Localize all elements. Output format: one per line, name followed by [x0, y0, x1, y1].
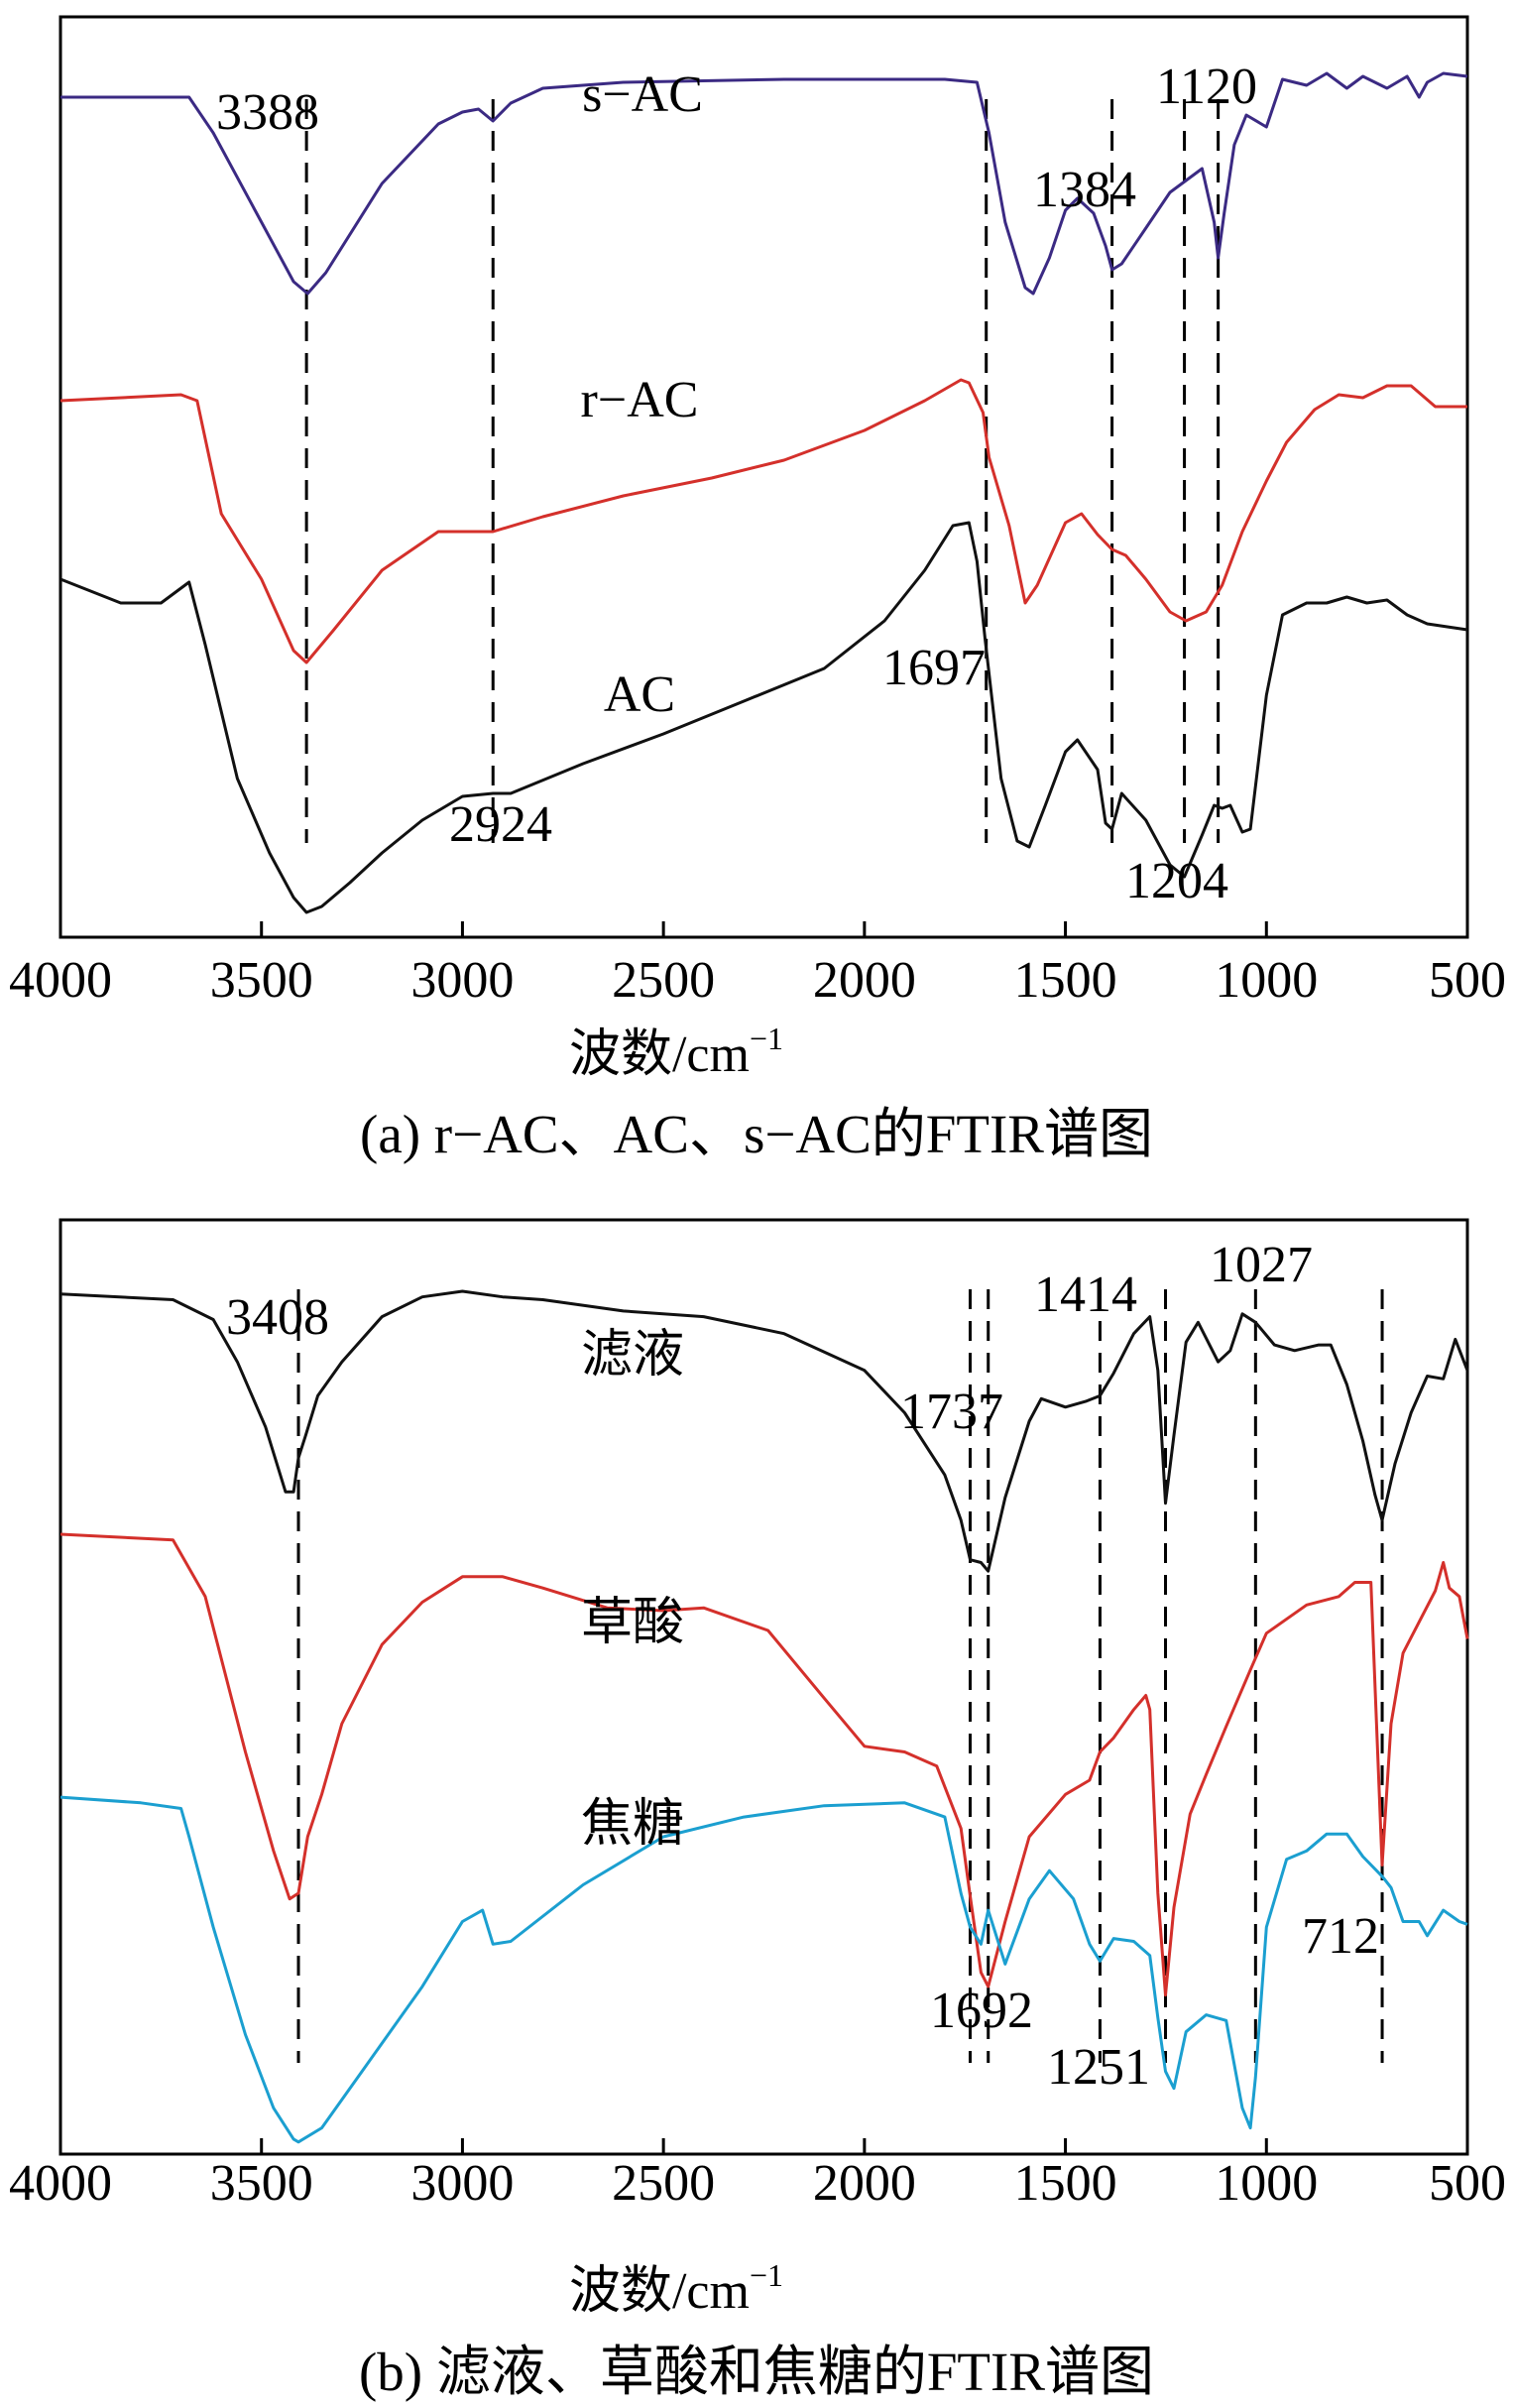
panel-b-caption: (b) 滤液、草酸和焦糖的FTIR谱图: [359, 2342, 1154, 2402]
x-tick-label-1500: 1500: [1014, 952, 1117, 1009]
panel-a-x-ticks: [58, 921, 1469, 937]
x-tick-label-2500: 2500: [612, 2155, 715, 2212]
peak-label-1384: 1384: [1033, 162, 1136, 218]
x-tick-label-1500: 1500: [1014, 2155, 1117, 2212]
x-tick-label-2000: 2000: [813, 952, 916, 1009]
series-line-a-2: [59, 521, 1468, 914]
x-tick-label-4000: 4000: [9, 2155, 112, 2212]
panel-b-labels: 3408 1737 1414 1027 1692 1251 712 滤液 草酸 …: [226, 1237, 1379, 2096]
series-label-s-ac: s−AC: [582, 66, 703, 123]
panel-b-series: [59, 1289, 1469, 2144]
panel-b-reference-lines: [296, 1289, 1384, 2063]
peak-label-1737: 1737: [900, 1384, 1003, 1440]
series-line-a-0: [60, 71, 1468, 296]
panel-a-x-axis-label: 波数/cm−1: [569, 1021, 783, 1083]
peak-label-1120: 1120: [1156, 59, 1257, 115]
peak-label-3388: 3388: [216, 84, 319, 141]
panel-b-x-axis-label: 波数/cm−1: [569, 2257, 783, 2320]
series-label-caramel: 焦糖: [581, 1796, 684, 1853]
peak-label-1692: 1692: [930, 1983, 1033, 2039]
peak-label-712: 712: [1302, 1908, 1379, 1965]
panel-a-labels: 3388 2924 1697 1384 1204 1120 s−AC r−AC …: [216, 59, 1257, 909]
x-tick-label-3000: 3000: [410, 952, 514, 1009]
x-tick-label-4000: 4000: [9, 952, 112, 1009]
panel-a: 4000 3500 3000 2500 2000 1500 1000 500 3388 292…: [9, 15, 1506, 1164]
panel-b-x-tick-labels: 4000 3500 3000 2500 2000 1500 1000 500: [9, 2155, 1506, 2212]
x-tick-label-3000: 3000: [410, 2155, 514, 2212]
series-label-filtrate: 滤液: [581, 1327, 684, 1384]
series-line-a-1: [59, 378, 1467, 664]
peak-label-2924: 2924: [449, 796, 552, 853]
x-tick-label-500: 500: [1429, 952, 1506, 1009]
peak-label-1251: 1251: [1047, 2039, 1150, 2096]
panel-a-caption: (a) r−AC、AC、s−AC的FTIR谱图: [360, 1104, 1153, 1164]
panel-b-plot-frame: [58, 1218, 1469, 2156]
panel-a-x-tick-labels: 4000 3500 3000 2500 2000 1500 1000 500: [9, 952, 1506, 1009]
panel-a-plot-frame: [58, 15, 1469, 939]
series-label-oxalic-acid: 草酸: [581, 1595, 684, 1651]
x-tick-label-3500: 3500: [210, 952, 313, 1009]
series-label-ac: AC: [604, 666, 675, 723]
x-tick-label-2500: 2500: [612, 952, 715, 1009]
x-tick-label-1000: 1000: [1215, 2155, 1318, 2212]
series-line-b-2: [59, 1795, 1468, 2144]
series-line-b-1: [59, 1532, 1469, 1997]
panel-a-series: [59, 71, 1468, 914]
peak-label-1414: 1414: [1034, 1266, 1137, 1323]
x-tick-label-2000: 2000: [813, 2155, 916, 2212]
peak-label-1204: 1204: [1125, 853, 1228, 909]
panel-b: 4000 3500 3000 2500 2000 1500 1000 500 3408 173…: [9, 1218, 1506, 2402]
peak-label-1697: 1697: [882, 640, 986, 696]
panel-b-x-ticks: [58, 2138, 1469, 2154]
series-line-b-0: [59, 1289, 1469, 1573]
peak-label-3408: 3408: [226, 1289, 329, 1346]
x-tick-label-500: 500: [1429, 2155, 1506, 2212]
panel-a-reference-lines: [304, 99, 1221, 843]
x-tick-label-1000: 1000: [1215, 952, 1318, 1009]
x-tick-label-3500: 3500: [210, 2155, 313, 2212]
series-label-r-ac: r−AC: [581, 372, 699, 428]
peak-label-1027: 1027: [1210, 1237, 1313, 1293]
